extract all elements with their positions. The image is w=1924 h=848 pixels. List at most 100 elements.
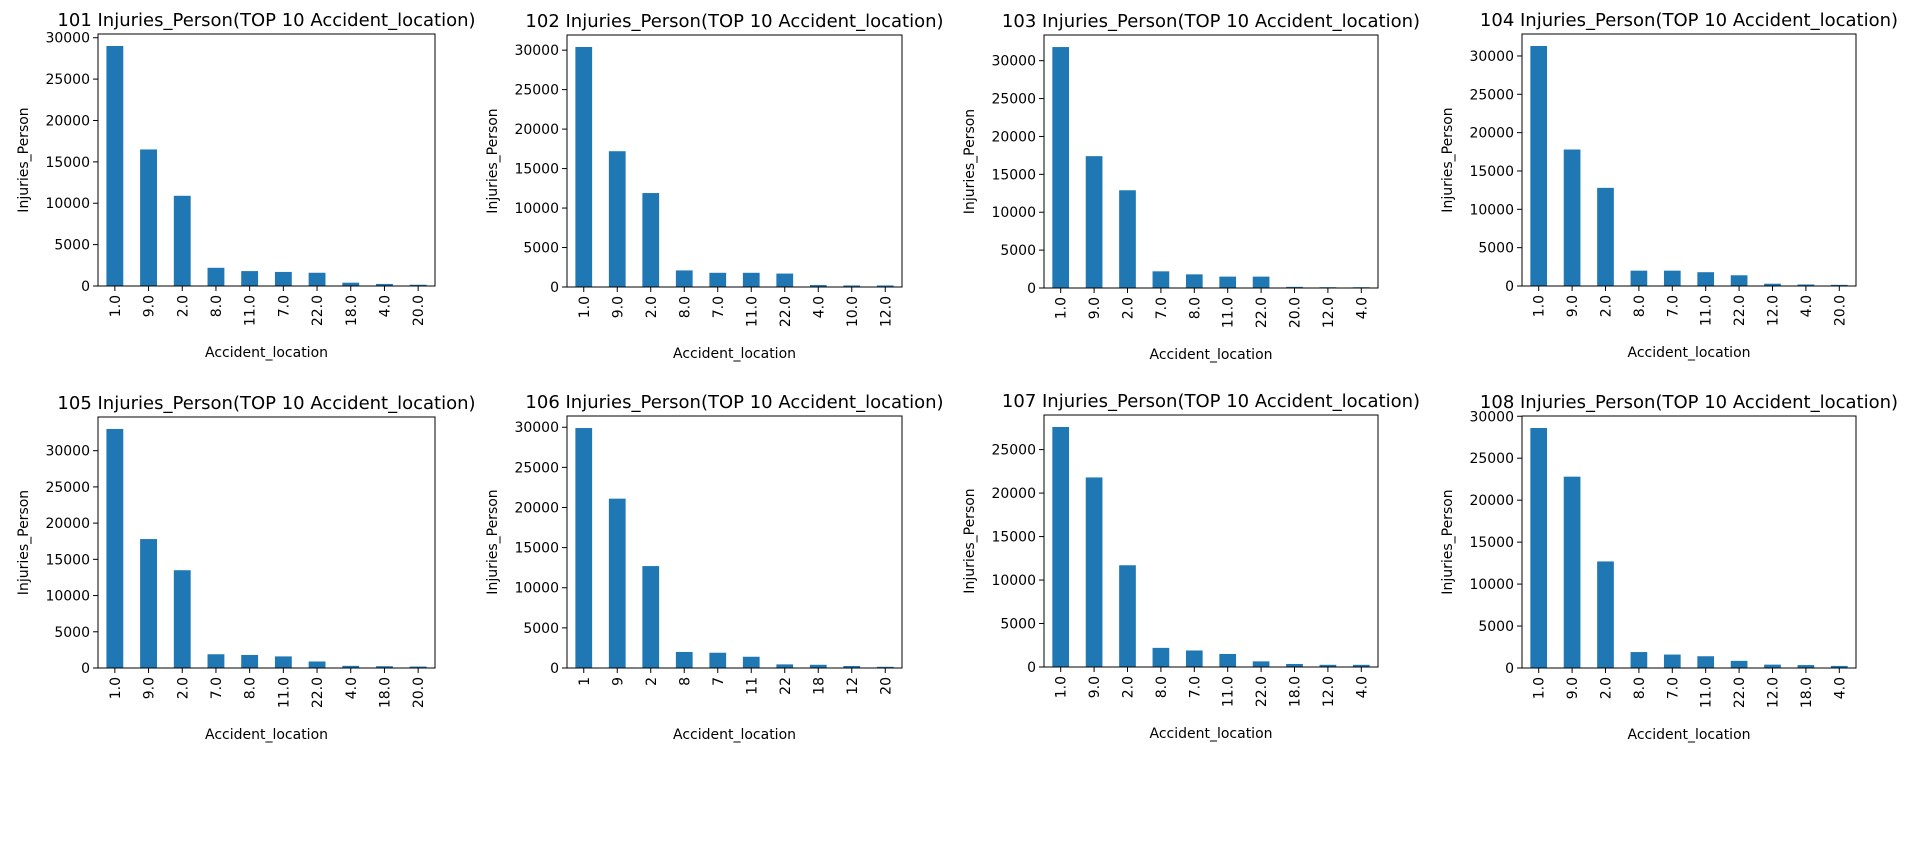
- bar-7: [709, 652, 727, 668]
- bar-20.0: [1830, 284, 1848, 286]
- x-tick-label: 20.0: [411, 677, 427, 708]
- bar-18.0: [342, 282, 360, 286]
- bar-8: [675, 651, 693, 668]
- bar-4.0: [1830, 665, 1848, 668]
- bar-12.0: [1764, 664, 1781, 668]
- y-tick-label: 30000: [1469, 409, 1514, 425]
- x-axis-label: Accident_location: [1149, 726, 1272, 742]
- bar-18.0: [1286, 663, 1303, 667]
- x-tick-label: 8.0: [1632, 295, 1648, 317]
- x-tick-label: 12.0: [1766, 295, 1782, 326]
- y-axis-label: Injuries_Person: [485, 108, 501, 213]
- chart-panel-8: 0 5000 10000 15000 20000 25000 30000 1.0 9.0 2.0 8…: [1440, 392, 1898, 743]
- y-axis-label: Injuries_Person: [962, 488, 978, 593]
- chart-panel-5: 0 5000 10000 15000 20000 25000 30000 1.0 9.0 2.0 7…: [16, 393, 476, 743]
- chart-title: 102 Injuries_Person(TOP 10 Accident_loca…: [525, 11, 943, 32]
- bar-2.0: [1119, 565, 1136, 667]
- bar-8.0: [241, 654, 259, 668]
- y-tick-label: 15000: [45, 552, 90, 568]
- bar-11.0: [742, 272, 760, 287]
- bar-8.0: [1185, 274, 1203, 288]
- bar-1.0: [1052, 47, 1070, 288]
- plot-frame: [1043, 34, 1379, 289]
- x-tick-label: 4.0: [344, 677, 360, 699]
- y-tick-label: 0: [550, 661, 559, 677]
- y-tick-label: 0: [1027, 281, 1036, 297]
- x-axis-label: Accident_location: [205, 345, 328, 361]
- x-tick-label: 2.0: [1121, 297, 1137, 319]
- y-tick-label: 25000: [991, 443, 1036, 459]
- chart-panel-6: 0 5000 10000 15000 20000 25000 30000 1 9 2 8 7 11 22 1…: [485, 392, 944, 743]
- bar-22.0: [1252, 276, 1270, 288]
- y-tick-label: 0: [550, 280, 559, 296]
- y-tick-label: 5000: [1478, 241, 1514, 257]
- y-tick-label: 20000: [45, 113, 90, 129]
- bar-18: [809, 664, 827, 668]
- x-tick-label: 18.0: [344, 295, 360, 326]
- bar-9.0: [140, 149, 157, 286]
- y-tick-label: 10000: [991, 573, 1036, 589]
- y-axis-label: Injuries_Person: [485, 489, 501, 594]
- bar-7.0: [1663, 654, 1681, 668]
- y-tick-label: 15000: [991, 167, 1036, 183]
- x-tick-label: 1.0: [1532, 677, 1548, 699]
- y-tick-label: 0: [81, 279, 90, 295]
- x-tick-label: 9.0: [1087, 297, 1103, 319]
- x-tick-label: 7: [711, 677, 727, 686]
- y-tick-label: 0: [1505, 279, 1514, 295]
- x-tick-label: 11.0: [744, 296, 760, 327]
- y-tick-label: 10000: [45, 196, 90, 212]
- x-tick-label: 9.0: [142, 677, 158, 699]
- x-tick-label: 8: [677, 677, 693, 686]
- x-tick-label: 7.0: [1665, 295, 1681, 317]
- x-tick-label: 4.0: [1799, 295, 1815, 317]
- y-tick-label: 20000: [1469, 493, 1514, 509]
- y-tick-label: 30000: [45, 31, 90, 47]
- x-tick-label: 22.0: [1732, 295, 1748, 326]
- x-axis-label: Accident_location: [1149, 347, 1272, 363]
- bar-2.0: [1597, 187, 1614, 286]
- x-tick-label: 9: [610, 677, 626, 686]
- bar-7.0: [207, 654, 225, 668]
- bar-18.0: [1797, 665, 1815, 668]
- x-tick-label: 9.0: [142, 295, 158, 317]
- bar-7.0: [1185, 650, 1203, 667]
- x-tick-label: 22.0: [310, 677, 326, 708]
- x-tick-label: 22.0: [778, 296, 794, 327]
- y-axis-label: Injuries_Person: [16, 490, 32, 595]
- y-tick-label: 0: [1505, 661, 1514, 677]
- bar-9.0: [1085, 156, 1103, 288]
- x-tick-label: 20.0: [1288, 297, 1304, 328]
- bar-11.0: [1697, 272, 1715, 286]
- y-tick-label: 15000: [45, 155, 90, 171]
- y-tick-label: 5000: [1478, 619, 1514, 635]
- bar-9.0: [140, 539, 157, 668]
- bar-22: [776, 664, 794, 668]
- x-tick-label: 1.0: [577, 296, 593, 318]
- bar-4.0: [1352, 664, 1370, 667]
- y-tick-label: 15000: [991, 530, 1036, 546]
- bar-2.0: [173, 195, 191, 286]
- x-axis-label: Accident_location: [1627, 345, 1750, 361]
- x-tick-label: 2: [644, 677, 660, 686]
- x-tick-label: 11.0: [1699, 295, 1715, 326]
- x-tick-label: 2.0: [1599, 677, 1615, 699]
- plot-frame: [97, 416, 436, 669]
- x-tick-label: 20.0: [411, 295, 427, 326]
- bar-11.0: [1219, 653, 1237, 667]
- chart-title: 108 Injuries_Person(TOP 10 Accident_loca…: [1480, 392, 1898, 413]
- bar-11.0: [274, 656, 292, 668]
- bar-9.0: [1085, 477, 1103, 667]
- chart-title: 101 Injuries_Person(TOP 10 Accident_loca…: [57, 10, 475, 31]
- bar-1.0: [1530, 428, 1548, 668]
- x-tick-label: 1.0: [1054, 297, 1070, 319]
- y-tick-label: 20000: [991, 486, 1036, 502]
- bar-12: [843, 665, 861, 668]
- x-tick-label: 4.0: [1832, 677, 1848, 699]
- x-axis-label: Accident_location: [673, 727, 796, 743]
- y-tick-label: 25000: [514, 460, 559, 476]
- y-tick-label: 0: [81, 661, 90, 677]
- x-tick-label: 22.0: [310, 295, 326, 326]
- bar-18.0: [376, 666, 393, 668]
